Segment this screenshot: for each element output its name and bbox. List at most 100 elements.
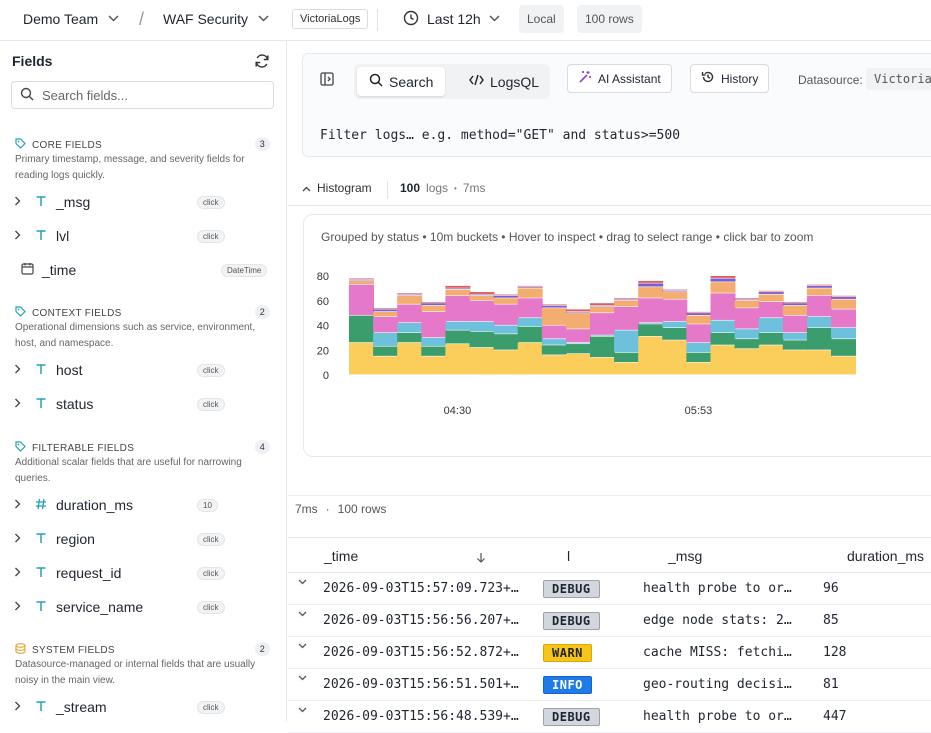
bar-segment[interactable] xyxy=(758,332,784,345)
field-item-status[interactable]: status click xyxy=(14,392,272,416)
bar-segment[interactable] xyxy=(565,329,591,343)
field-group-header[interactable]: SYSTEM FIELDS 2 xyxy=(15,642,270,658)
field-tag[interactable]: click xyxy=(197,566,225,580)
bar-segment[interactable] xyxy=(638,324,664,337)
bar-segment[interactable] xyxy=(421,303,447,306)
bar-segment[interactable] xyxy=(710,293,736,320)
datasource-selector[interactable]: VictoriaLogs xyxy=(866,68,931,90)
bar-segment[interactable] xyxy=(662,289,688,291)
bar-segment[interactable] xyxy=(734,329,760,339)
field-tag[interactable]: click xyxy=(197,532,225,546)
history-button[interactable]: History xyxy=(690,64,770,93)
sort-desc-icon[interactable] xyxy=(476,550,486,566)
bar-segment[interactable] xyxy=(686,352,712,363)
histogram-bar[interactable] xyxy=(614,298,640,375)
bar-segment[interactable] xyxy=(686,324,712,343)
field-item-msg[interactable]: _msg click xyxy=(14,190,272,214)
histogram-bar[interactable] xyxy=(421,301,447,375)
bar-segment[interactable] xyxy=(758,301,784,318)
field-item-service_name[interactable]: service_name click xyxy=(14,595,272,619)
field-tag[interactable]: click xyxy=(197,363,225,377)
bar-segment[interactable] xyxy=(638,298,664,323)
chevron-right-icon[interactable] xyxy=(14,499,30,512)
bar-segment[interactable] xyxy=(686,315,712,324)
bar-segment[interactable] xyxy=(517,287,543,288)
field-tag[interactable]: click xyxy=(197,195,225,209)
bar-segment[interactable] xyxy=(517,342,543,375)
bar-segment[interactable] xyxy=(662,290,688,292)
field-tag[interactable]: click xyxy=(197,397,225,411)
bar-segment[interactable] xyxy=(590,305,615,307)
bar-segment[interactable] xyxy=(565,311,591,313)
histogram-bar[interactable] xyxy=(806,284,832,375)
field-tag[interactable]: 10 xyxy=(197,498,218,512)
chevron-right-icon[interactable] xyxy=(14,230,30,243)
field-item-host[interactable]: host click xyxy=(14,358,272,382)
bar-segment[interactable] xyxy=(421,337,447,346)
bar-segment[interactable] xyxy=(565,309,591,312)
bar-segment[interactable] xyxy=(614,298,640,299)
bar-segment[interactable] xyxy=(831,295,856,297)
chevron-right-icon[interactable] xyxy=(14,533,30,546)
field-tag[interactable]: click xyxy=(197,600,225,614)
bar-segment[interactable] xyxy=(373,346,399,356)
bar-segment[interactable] xyxy=(565,342,591,344)
bar-segment[interactable] xyxy=(397,304,423,323)
bar-segment[interactable] xyxy=(806,285,832,288)
column-header-time[interactable]: _time xyxy=(324,548,359,564)
bar-segment[interactable] xyxy=(517,298,543,318)
bar-segment[interactable] xyxy=(662,299,688,322)
histogram-bar[interactable] xyxy=(397,293,423,375)
bar-segment[interactable] xyxy=(710,320,736,333)
bar-segment[interactable] xyxy=(421,305,447,312)
histogram-chart[interactable]: 0 20 40 60 80 04:30 05:53 xyxy=(304,255,931,455)
histogram-bar[interactable] xyxy=(590,303,615,375)
bar-segment[interactable] xyxy=(614,352,640,363)
histogram-bar[interactable] xyxy=(662,289,688,375)
bar-segment[interactable] xyxy=(590,357,615,375)
bar-segment[interactable] xyxy=(373,308,399,309)
field-group-header[interactable]: FILTERABLE FIELDS 4 xyxy=(15,440,270,456)
bar-segment[interactable] xyxy=(445,285,471,288)
bar-segment[interactable] xyxy=(806,350,832,375)
bar-segment[interactable] xyxy=(565,313,591,329)
field-item-duration_ms[interactable]: duration_ms 10 xyxy=(14,493,272,517)
bar-segment[interactable] xyxy=(493,334,519,350)
bar-segment[interactable] xyxy=(541,308,567,325)
bar-segment[interactable] xyxy=(565,344,591,354)
field-item-request_id[interactable]: request_id click xyxy=(14,561,272,585)
bar-segment[interactable] xyxy=(782,301,808,303)
histogram-bar[interactable] xyxy=(782,301,808,375)
bar-segment[interactable] xyxy=(397,294,423,296)
bar-segment[interactable] xyxy=(541,305,567,308)
timezone-toggle[interactable]: Local xyxy=(519,5,564,33)
bar-segment[interactable] xyxy=(590,336,615,358)
histogram-bar[interactable] xyxy=(734,298,760,375)
histogram-bar[interactable] xyxy=(541,304,567,375)
chevron-right-icon[interactable] xyxy=(14,398,30,411)
bar-segment[interactable] xyxy=(469,294,495,296)
bar-segment[interactable] xyxy=(662,292,688,299)
bar-segment[interactable] xyxy=(517,318,543,327)
bar-segment[interactable] xyxy=(493,304,519,325)
field-group-header[interactable]: CONTEXT FIELDS 2 xyxy=(15,305,270,321)
bar-segment[interactable] xyxy=(397,332,423,343)
bar-segment[interactable] xyxy=(758,345,784,375)
histogram-bar[interactable] xyxy=(565,309,591,375)
bar-segment[interactable] xyxy=(445,344,471,375)
bar-segment[interactable] xyxy=(734,298,760,299)
bar-segment[interactable] xyxy=(421,301,447,303)
column-header-level[interactable]: l xyxy=(567,548,571,564)
field-item-lvl[interactable]: lvl click xyxy=(14,224,272,248)
bar-segment[interactable] xyxy=(445,321,471,330)
bar-segment[interactable] xyxy=(373,356,399,375)
bar-segment[interactable] xyxy=(349,280,374,285)
chevron-right-icon[interactable] xyxy=(14,567,30,580)
histogram-bar[interactable] xyxy=(638,280,664,375)
bar-segment[interactable] xyxy=(493,298,519,304)
bar-segment[interactable] xyxy=(638,287,664,298)
bar-segment[interactable] xyxy=(686,362,712,375)
bar-segment[interactable] xyxy=(373,316,399,333)
bar-segment[interactable] xyxy=(517,326,543,343)
row-limit-selector[interactable]: 100 rows xyxy=(577,5,642,33)
